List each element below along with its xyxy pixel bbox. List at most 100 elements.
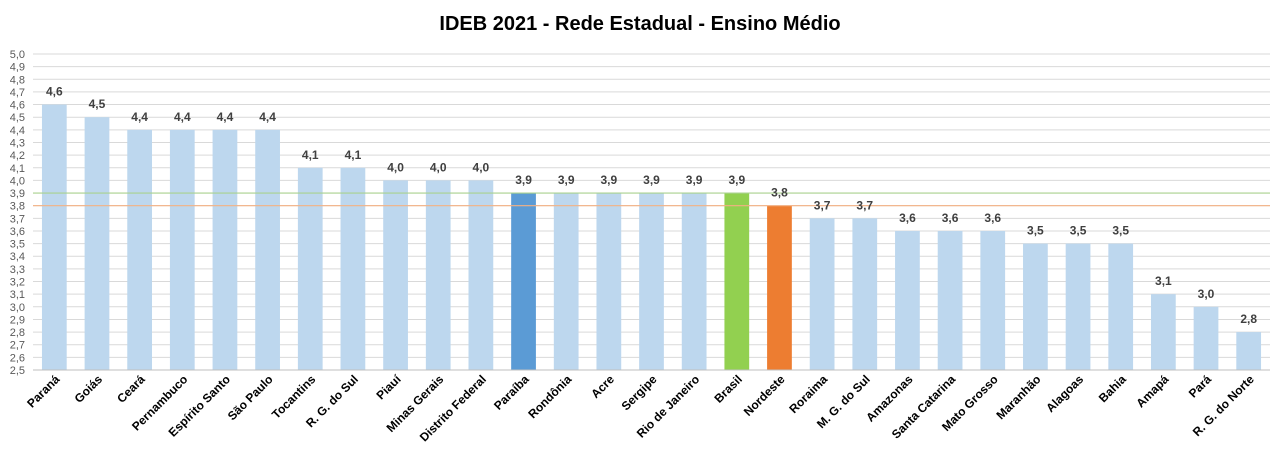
bar <box>84 117 110 370</box>
bar <box>1065 243 1091 370</box>
data-label: 4,4 <box>174 110 191 124</box>
y-tick-label: 2,9 <box>10 314 25 326</box>
data-label: 4,6 <box>46 85 63 99</box>
y-tick-label: 4,5 <box>10 112 25 124</box>
bar <box>425 180 451 370</box>
data-label: 3,8 <box>771 186 788 200</box>
y-tick-label: 3,7 <box>10 213 25 225</box>
x-tick-label: Paraíba <box>491 372 532 413</box>
y-tick-label: 4,3 <box>10 137 25 149</box>
data-label: 4,4 <box>259 110 276 124</box>
x-tick-label: Piauí <box>374 372 405 403</box>
bar <box>127 129 153 370</box>
bar <box>383 180 408 370</box>
data-label: 3,5 <box>1112 224 1129 238</box>
y-tick-label: 3,5 <box>10 239 25 251</box>
x-tick-label: Maranhão <box>994 372 1044 422</box>
x-tick-label: Ceará <box>114 372 148 406</box>
data-label: 3,6 <box>984 211 1001 225</box>
y-tick-label: 3,8 <box>10 201 25 213</box>
y-tick-label: 4,9 <box>10 62 25 74</box>
y-tick-label: 4,8 <box>10 74 25 86</box>
y-tick-label: 2,6 <box>10 352 25 364</box>
bar <box>724 193 750 370</box>
data-label: 4,1 <box>345 148 362 162</box>
data-label: 3,7 <box>856 198 873 212</box>
x-tick-label: Amapá <box>1133 372 1171 410</box>
bar <box>340 167 366 370</box>
bar <box>212 129 238 370</box>
bar <box>852 218 878 370</box>
bar <box>1236 332 1262 370</box>
bar <box>895 230 920 370</box>
y-tick-label: 3,2 <box>10 277 25 289</box>
data-label: 3,0 <box>1198 287 1215 301</box>
bar <box>41 104 67 370</box>
data-label: 4,0 <box>387 160 404 174</box>
y-tick-label: 5,0 <box>10 49 25 61</box>
data-label: 3,9 <box>515 173 532 187</box>
bar <box>681 193 707 370</box>
x-tick-label: Nordeste <box>741 372 788 419</box>
data-label: 2,8 <box>1240 312 1257 326</box>
y-tick-label: 4,7 <box>10 87 25 99</box>
y-tick-label: 3,1 <box>10 289 25 301</box>
data-label: 3,9 <box>558 173 575 187</box>
y-tick-label: 2,5 <box>10 365 25 377</box>
x-tick-label: Bahia <box>1096 372 1129 405</box>
data-label: 4,0 <box>430 160 447 174</box>
y-tick-label: 2,7 <box>10 340 25 352</box>
data-label: 4,5 <box>89 97 106 111</box>
bar <box>511 193 536 370</box>
x-tick-label: Brasil <box>711 372 744 405</box>
data-label: 3,9 <box>601 173 618 187</box>
bars <box>41 104 1262 370</box>
bar <box>468 180 494 370</box>
bar <box>1193 306 1219 370</box>
y-tick-label: 4,2 <box>10 150 25 162</box>
bar <box>767 205 792 370</box>
bar <box>980 230 1006 370</box>
bar <box>1023 243 1048 370</box>
data-label: 4,0 <box>473 160 490 174</box>
bar <box>255 129 280 370</box>
data-label: 3,5 <box>1070 224 1087 238</box>
x-tick-label: Goiás <box>72 372 106 406</box>
data-label: 3,7 <box>814 198 831 212</box>
x-tick-label: Roraima <box>786 372 830 416</box>
y-tick-label: 3,9 <box>10 188 25 200</box>
data-label: 4,4 <box>131 110 148 124</box>
data-label: 3,6 <box>942 211 959 225</box>
y-tick-label: 2,8 <box>10 327 25 339</box>
y-axis: 2,52,62,72,82,93,03,13,23,33,43,53,63,73… <box>10 49 25 377</box>
data-label: 4,4 <box>217 110 234 124</box>
reference-lines <box>33 192 1270 207</box>
data-label: 3,9 <box>643 173 660 187</box>
x-tick-label: Sergipe <box>619 372 660 413</box>
x-tick-label: Acre <box>588 372 617 401</box>
x-tick-label: Pará <box>1186 372 1215 401</box>
data-label: 4,1 <box>302 148 319 162</box>
y-tick-label: 3,6 <box>10 226 25 238</box>
x-tick-label: Rondônia <box>525 372 574 421</box>
bar <box>169 129 195 370</box>
data-labels: 4,6 4,5 4,4 4,4 4,4 4,4 4,1 4,1 4,0 4,0 4,0 3,9 3,9 3… <box>46 85 1257 327</box>
chart-title: IDEB 2021 - Rede Estadual - Ensino Médio <box>439 13 840 35</box>
data-label: 3,5 <box>1027 224 1044 238</box>
bar <box>809 218 835 370</box>
bar <box>639 193 664 370</box>
data-label: 3,6 <box>899 211 916 225</box>
bar <box>937 230 963 370</box>
x-tick-label: São Paulo <box>225 372 276 423</box>
bar <box>553 193 579 370</box>
data-label: 3,9 <box>728 173 745 187</box>
bar <box>1108 243 1134 370</box>
data-label: 3,9 <box>686 173 703 187</box>
y-tick-label: 3,4 <box>10 251 25 263</box>
bar <box>596 193 622 370</box>
y-tick-label: 4,0 <box>10 175 25 187</box>
data-label: 3,1 <box>1155 274 1172 288</box>
y-tick-label: 3,3 <box>10 264 25 276</box>
